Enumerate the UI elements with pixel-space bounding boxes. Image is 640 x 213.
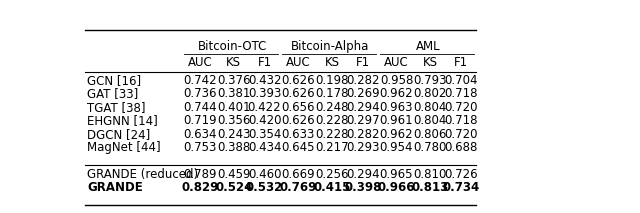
Text: 0.432: 0.432 [248,74,281,87]
Text: 0.381: 0.381 [217,88,250,101]
Text: KS: KS [422,56,438,69]
Text: 0.736: 0.736 [183,88,217,101]
Text: 0.228: 0.228 [316,128,349,141]
Text: GCN [16]: GCN [16] [87,74,141,87]
Text: AUC: AUC [384,56,409,69]
Text: 0.294: 0.294 [346,101,380,114]
Text: 0.780: 0.780 [413,141,447,154]
Text: 0.718: 0.718 [444,88,477,101]
Text: 0.656: 0.656 [282,101,315,114]
Text: 0.633: 0.633 [282,128,315,141]
Text: 0.688: 0.688 [444,141,477,154]
Text: 0.963: 0.963 [380,101,413,114]
Text: 0.720: 0.720 [444,101,477,114]
Text: 0.282: 0.282 [346,74,380,87]
Text: 0.626: 0.626 [282,88,315,101]
Text: 0.669: 0.669 [282,168,315,181]
Text: 0.422: 0.422 [248,101,282,114]
Text: 0.734: 0.734 [442,181,479,194]
Text: DGCN [24]: DGCN [24] [87,128,150,141]
Text: 0.243: 0.243 [217,128,250,141]
Text: 0.726: 0.726 [444,168,477,181]
Text: 0.178: 0.178 [316,88,349,101]
Text: 0.388: 0.388 [217,141,250,154]
Text: 0.769: 0.769 [280,181,317,194]
Text: 0.742: 0.742 [183,74,217,87]
Text: 0.829: 0.829 [181,181,219,194]
Text: 0.961: 0.961 [380,114,413,127]
Text: 0.293: 0.293 [346,141,380,154]
Text: AUC: AUC [286,56,310,69]
Text: 0.256: 0.256 [316,168,349,181]
Text: GAT [33]: GAT [33] [87,88,138,101]
Text: 0.718: 0.718 [444,114,477,127]
Text: 0.459: 0.459 [217,168,250,181]
Text: KS: KS [227,56,241,69]
Text: 0.962: 0.962 [380,128,413,141]
Text: 0.297: 0.297 [346,114,380,127]
Text: 0.415: 0.415 [314,181,351,194]
Text: 0.804: 0.804 [413,114,447,127]
Text: 0.198: 0.198 [316,74,349,87]
Text: 0.248: 0.248 [316,101,349,114]
Text: 0.460: 0.460 [248,168,281,181]
Text: 0.793: 0.793 [413,74,447,87]
Text: EHGNN [14]: EHGNN [14] [87,114,157,127]
Text: 0.806: 0.806 [413,128,447,141]
Text: 0.704: 0.704 [444,74,477,87]
Text: 0.354: 0.354 [248,128,281,141]
Text: 0.398: 0.398 [344,181,381,194]
Text: 0.804: 0.804 [413,101,447,114]
Text: 0.753: 0.753 [183,141,217,154]
Text: 0.802: 0.802 [413,88,447,101]
Text: 0.744: 0.744 [183,101,217,114]
Text: 0.626: 0.626 [282,74,315,87]
Text: 0.294: 0.294 [346,168,380,181]
Text: 0.645: 0.645 [282,141,315,154]
Text: 0.720: 0.720 [444,128,477,141]
Text: GRANDE (reduced): GRANDE (reduced) [87,168,198,181]
Text: 0.789: 0.789 [183,168,217,181]
Text: 0.813: 0.813 [412,181,449,194]
Text: AML: AML [417,40,441,53]
Text: Bitcoin-OTC: Bitcoin-OTC [198,40,267,53]
Text: KS: KS [324,56,339,69]
Text: 0.965: 0.965 [380,168,413,181]
Text: TGAT [38]: TGAT [38] [87,101,145,114]
Text: Bitcoin-Alpha: Bitcoin-Alpha [291,40,370,53]
Text: 0.282: 0.282 [346,128,380,141]
Text: 0.524: 0.524 [215,181,252,194]
Text: MagNet [44]: MagNet [44] [87,141,161,154]
Text: 0.434: 0.434 [248,141,281,154]
Text: 0.269: 0.269 [346,88,380,101]
Text: AUC: AUC [188,56,212,69]
Text: GRANDE: GRANDE [87,181,143,194]
Text: F1: F1 [356,56,370,69]
Text: F1: F1 [257,56,271,69]
Text: 0.376: 0.376 [217,74,250,87]
Text: 0.634: 0.634 [183,128,217,141]
Text: 0.217: 0.217 [315,141,349,154]
Text: 0.401: 0.401 [217,101,250,114]
Text: 0.420: 0.420 [248,114,281,127]
Text: 0.958: 0.958 [380,74,413,87]
Text: 0.228: 0.228 [316,114,349,127]
Text: 0.719: 0.719 [183,114,217,127]
Text: F1: F1 [454,56,468,69]
Text: 0.966: 0.966 [378,181,415,194]
Text: 0.532: 0.532 [246,181,283,194]
Text: 0.954: 0.954 [380,141,413,154]
Text: 0.810: 0.810 [413,168,447,181]
Text: 0.356: 0.356 [217,114,250,127]
Text: 0.626: 0.626 [282,114,315,127]
Text: 0.962: 0.962 [380,88,413,101]
Text: 0.393: 0.393 [248,88,281,101]
